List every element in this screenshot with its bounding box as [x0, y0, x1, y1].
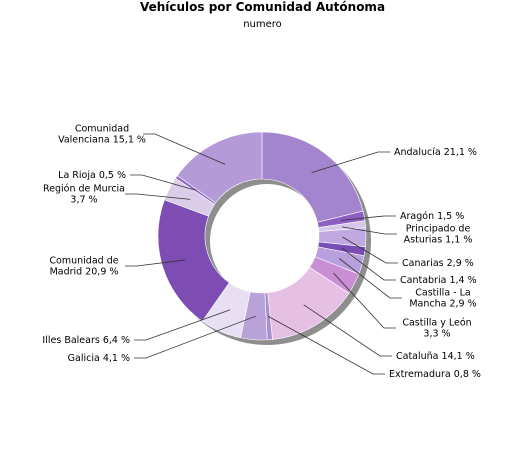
- slice-label: Cataluña 14,1 %: [396, 351, 475, 362]
- leader-line: [130, 174, 196, 191]
- slice-label: Extremadura 0,8 %: [389, 369, 481, 380]
- leader-line: [341, 247, 396, 281]
- slice-label: Canarias 2,9 %: [402, 258, 474, 269]
- slice-label: Andalucía 21,1 %: [394, 147, 477, 158]
- chart-subtitle: numero: [243, 19, 282, 30]
- slice-label: Región de Murcia 3,7 %: [43, 184, 125, 206]
- leader-line: [339, 258, 402, 299]
- leader-line: [143, 133, 226, 165]
- donut-slice: [176, 131, 263, 204]
- leader-line: [333, 272, 396, 329]
- slice-label: Aragón 1,5 %: [400, 211, 464, 222]
- slice-label: Comunidad de Madrid 20,9 %: [49, 256, 118, 278]
- slice-label: La Rioja 0,5 %: [58, 170, 126, 181]
- chart-title: Vehículos por Comunidad Autónoma: [139, 0, 386, 14]
- donut-slice: [261, 131, 364, 223]
- leader-line: [303, 304, 392, 357]
- slice-label: Principado de Asturias 1,1 %: [404, 224, 473, 246]
- leader-line: [342, 236, 398, 264]
- slice-label: Comunidad Valenciana 15,1 %: [58, 124, 146, 146]
- leader-line: [341, 226, 397, 235]
- slice-label: Cantabria 1,4 %: [400, 275, 477, 286]
- leader-line: [125, 193, 191, 200]
- leader-line: [134, 309, 231, 341]
- leader-line: [267, 315, 385, 375]
- leader-line: [134, 315, 256, 359]
- slice-label: Castilla y León 3,3 %: [402, 318, 471, 340]
- donut-slice: [157, 199, 230, 322]
- slice-label: Illes Balears 6,4 %: [42, 335, 130, 346]
- leader-line: [125, 259, 186, 267]
- leader-line: [311, 151, 390, 173]
- slice-label: Castilla - La Mancha 2,9 %: [409, 288, 476, 310]
- leader-line: [340, 215, 396, 221]
- slice-label: Galicia 4,1 %: [68, 353, 130, 364]
